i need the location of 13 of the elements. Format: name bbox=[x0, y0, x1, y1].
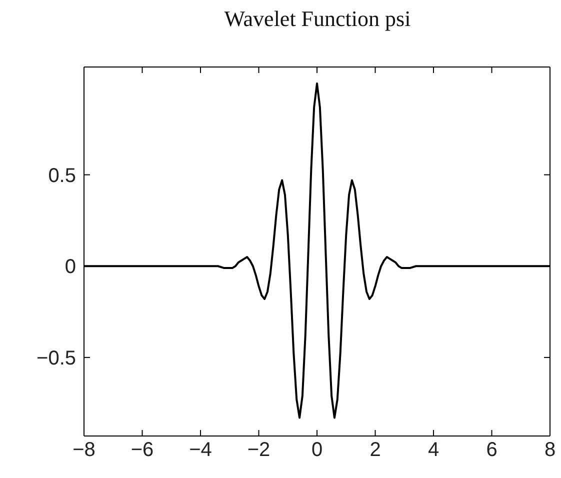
x-tick-label: 0 bbox=[311, 439, 323, 462]
x-tick-label: −6 bbox=[130, 439, 154, 462]
x-tick-label: 6 bbox=[486, 439, 498, 462]
x-tick-label: 4 bbox=[428, 439, 440, 462]
x-tick-label: 8 bbox=[544, 439, 556, 462]
y-tick-label: −0.5 bbox=[36, 348, 76, 370]
chart-title: Wavelet Function psi bbox=[223, 6, 412, 32]
y-tick-label: 0.5 bbox=[48, 164, 76, 187]
x-tick-label: 2 bbox=[370, 439, 381, 462]
x-tick-label: −4 bbox=[189, 439, 212, 462]
x-tick-label: −2 bbox=[247, 439, 270, 462]
x-tick-label: −8 bbox=[72, 439, 96, 462]
y-tick-label: 0 bbox=[64, 256, 76, 278]
